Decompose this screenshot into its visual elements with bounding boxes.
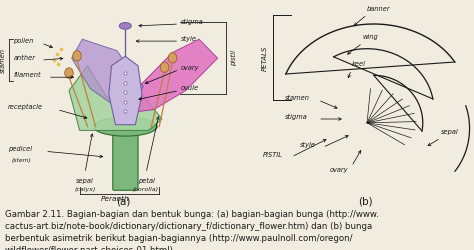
Text: stigma: stigma bbox=[284, 114, 307, 120]
Text: PETALS: PETALS bbox=[262, 46, 268, 71]
Ellipse shape bbox=[65, 68, 73, 78]
Text: wing: wing bbox=[363, 34, 378, 40]
Polygon shape bbox=[125, 39, 218, 113]
Text: ovule: ovule bbox=[181, 86, 199, 91]
Polygon shape bbox=[69, 66, 162, 130]
Text: stigma: stigma bbox=[181, 19, 203, 25]
Text: style: style bbox=[181, 36, 197, 42]
Text: (b): (b) bbox=[358, 196, 372, 206]
Text: filament: filament bbox=[13, 72, 41, 78]
Polygon shape bbox=[72, 39, 143, 113]
Text: banner: banner bbox=[367, 6, 391, 12]
Ellipse shape bbox=[168, 52, 177, 63]
Text: stamen: stamen bbox=[284, 95, 310, 101]
Ellipse shape bbox=[119, 22, 131, 29]
Text: (corolla): (corolla) bbox=[133, 187, 159, 192]
Ellipse shape bbox=[73, 51, 81, 61]
Text: (calyx): (calyx) bbox=[74, 187, 96, 192]
Text: sepal: sepal bbox=[441, 129, 458, 135]
Text: keel: keel bbox=[351, 61, 365, 67]
Text: stamen: stamen bbox=[0, 48, 6, 72]
Polygon shape bbox=[109, 56, 142, 125]
Text: receptacle: receptacle bbox=[8, 104, 43, 110]
Text: pedicel: pedicel bbox=[8, 146, 32, 152]
Text: sepal: sepal bbox=[76, 178, 94, 184]
Text: petal: petal bbox=[137, 178, 155, 184]
Ellipse shape bbox=[93, 117, 157, 136]
Text: ovary: ovary bbox=[181, 64, 199, 70]
Ellipse shape bbox=[160, 62, 169, 72]
Text: Peranth: Peranth bbox=[101, 196, 130, 202]
Text: pollen: pollen bbox=[13, 38, 34, 44]
FancyBboxPatch shape bbox=[113, 128, 138, 190]
Text: PISTIL: PISTIL bbox=[262, 152, 283, 158]
Text: ovary: ovary bbox=[329, 167, 348, 173]
Text: anther: anther bbox=[13, 55, 35, 61]
Text: Gambar 2.11. Bagian-bagian dan bentuk bunga: (a) bagian-bagian bunga (http://www: Gambar 2.11. Bagian-bagian dan bentuk bu… bbox=[5, 210, 379, 250]
Text: (stem): (stem) bbox=[12, 158, 32, 163]
Text: style: style bbox=[300, 142, 316, 148]
Text: (a): (a) bbox=[116, 196, 130, 206]
Text: pistil: pistil bbox=[231, 50, 237, 66]
